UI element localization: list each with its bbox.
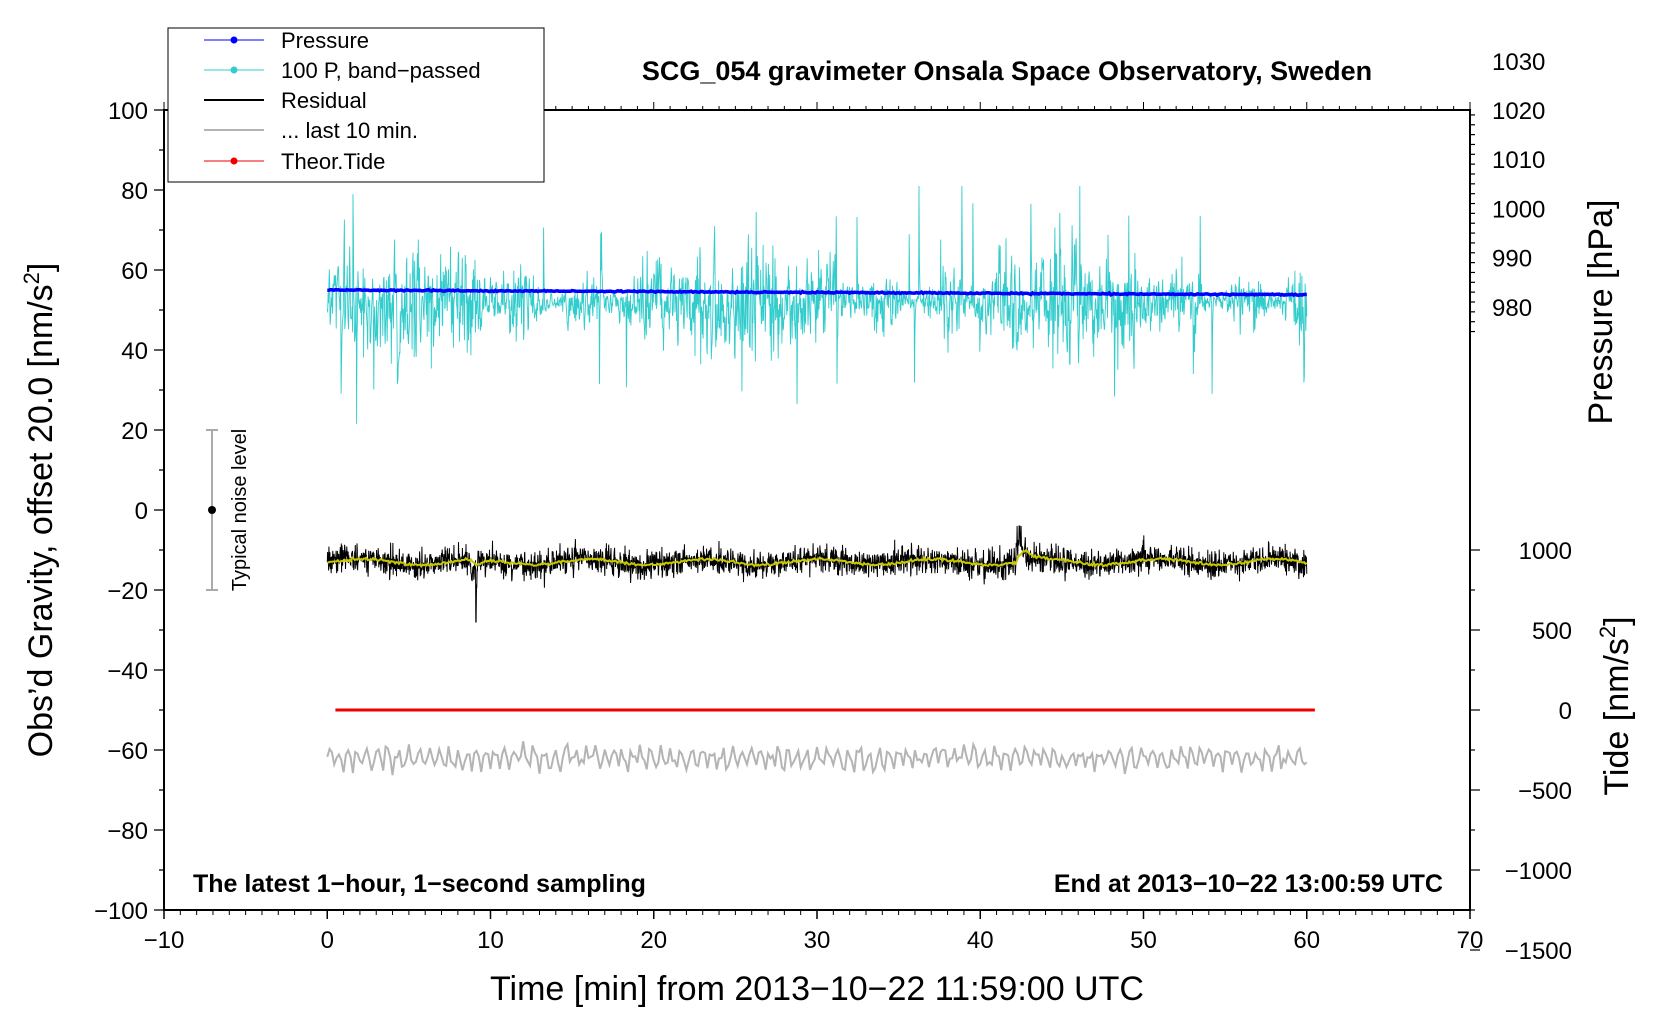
pressure-tick-labels: 980 990 1000 1010 1020 1030 <box>1492 49 1545 322</box>
pressure-tick-label: 980 <box>1492 295 1532 322</box>
tide-tick-label: 500 <box>1532 618 1572 645</box>
y-tick-label: 100 <box>108 98 148 125</box>
x-tick-label: 60 <box>1293 927 1320 954</box>
legend-marker-tide <box>230 157 238 165</box>
y-tick-label: −60 <box>107 738 148 765</box>
y-tick-label: 80 <box>121 178 148 205</box>
y-axis-title-close: ] <box>22 263 60 272</box>
x-tick-label: 40 <box>967 927 994 954</box>
series-pressure-line <box>327 287 1307 298</box>
y-axis-title-sup: 2 <box>19 272 44 284</box>
x-tick-label: 10 <box>477 927 504 954</box>
x-tick-labels: −10 0 10 20 30 40 50 60 70 <box>144 927 1484 954</box>
legend-marker-pressure <box>230 36 238 44</box>
series-residual-smoothed-line <box>326 548 1308 569</box>
pressure-axis-title: Pressure [hPa] <box>1582 200 1620 425</box>
y-axis-title-left: Obs’d Gravity, offset 20.0 [nm/s2] <box>19 263 60 758</box>
tide-tick-label: −1000 <box>1505 858 1572 885</box>
y-tick-label: 20 <box>121 418 148 445</box>
x-tick-label: 0 <box>321 927 334 954</box>
noise-bar-center-dot <box>208 506 216 514</box>
legend-label-last10: ... last 10 min. <box>281 118 418 143</box>
pressure-tick-label: 1010 <box>1492 147 1545 174</box>
legend-label-pressure: Pressure <box>281 28 369 53</box>
tide-axis-title: Tide [nm/s2] <box>1595 616 1636 795</box>
series-layer <box>326 185 1315 776</box>
legend-label-residual: Residual <box>281 88 367 113</box>
tide-tick-label: 1000 <box>1519 538 1572 565</box>
pressure-tick-label: 1020 <box>1492 98 1545 125</box>
annotation-end-time: End at 2013−10−22 13:00:59 UTC <box>1054 870 1443 898</box>
legend-marker-bandpassed <box>230 66 238 74</box>
legend: Pressure 100 P, band−passed Residual ...… <box>167 27 545 183</box>
legend-label-bandpassed: 100 P, band−passed <box>281 58 481 83</box>
y-tick-label: −80 <box>107 818 148 845</box>
tide-tick-label: 0 <box>1559 698 1572 725</box>
pressure-tick-label: 1000 <box>1492 196 1545 223</box>
y-tick-label: 0 <box>135 498 148 525</box>
noise-bar-label: Typical noise level <box>229 429 251 591</box>
y-tick-label: −20 <box>107 578 148 605</box>
y-tick-label: 60 <box>121 258 148 285</box>
x-tick-label: −10 <box>144 927 185 954</box>
x-tick-label: 70 <box>1457 927 1484 954</box>
y-tick-label: −40 <box>107 658 148 685</box>
tide-tick-labels: −1500 −1000 −500 0 500 1000 <box>1505 538 1572 965</box>
pressure-tick-label: 990 <box>1492 246 1532 273</box>
y-tick-label: 40 <box>121 338 148 365</box>
tide-axis-title-text: Tide [nm/s <box>1598 638 1636 795</box>
tide-tick-label: −500 <box>1518 778 1572 805</box>
series-bandpassed-line <box>326 185 1308 424</box>
y-tick-label: −100 <box>94 898 148 925</box>
annotation-sampling: The latest 1−hour, 1−second sampling <box>193 870 646 898</box>
chart-title: SCG_054 gravimeter Onsala Space Observat… <box>642 56 1372 86</box>
legend-box <box>167 27 545 183</box>
x-axis-title: Time [min] from 2013−10−22 11:59:00 UTC <box>490 970 1144 1008</box>
y-axis-title-text: Obs’d Gravity, offset 20.0 [nm/s <box>22 284 60 757</box>
pressure-tick-label: 1030 <box>1492 49 1545 76</box>
x-tick-label: 50 <box>1130 927 1157 954</box>
x-tick-label: 20 <box>640 927 667 954</box>
tide-axis-title-sup: 2 <box>1595 626 1620 638</box>
series-last10-line <box>326 741 1308 776</box>
tide-tick-label: −1500 <box>1505 938 1572 965</box>
noise-level-bar: Typical noise level <box>206 429 251 591</box>
legend-label-tide: Theor.Tide <box>281 149 385 174</box>
x-tick-label: 30 <box>804 927 831 954</box>
tide-axis-title-close: ] <box>1598 616 1636 625</box>
y-tick-labels: −100 −80 −60 −40 −20 0 20 40 60 80 100 <box>94 98 148 925</box>
